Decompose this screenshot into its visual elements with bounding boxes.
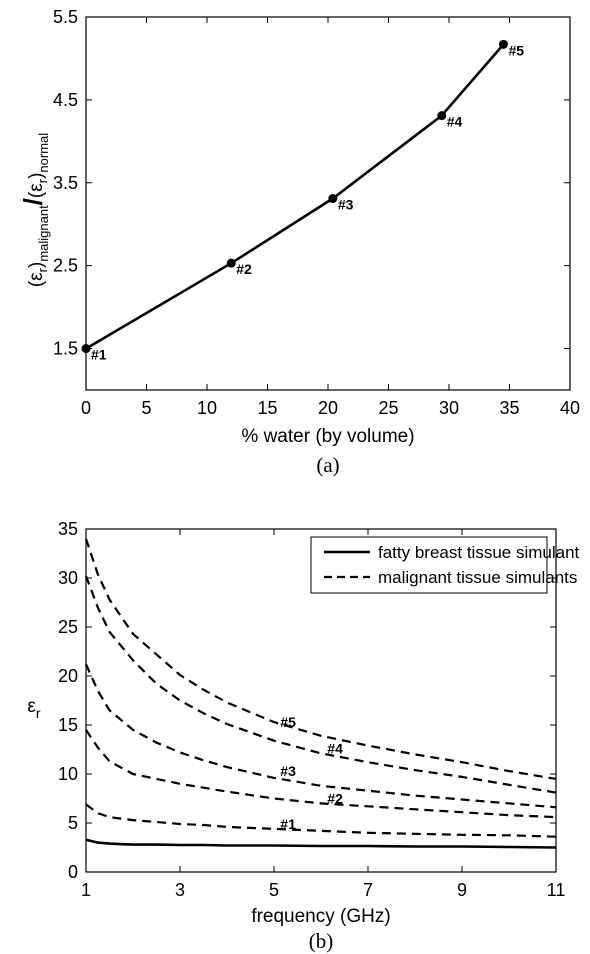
ylabel-fraction-slash: / [18,198,48,205]
x-y-ticks-a: 0 5 10 15 20 25 30 35 40 1.5 2.5 3.5 4.5 5.5 [53,7,580,418]
data-point-a [328,194,338,204]
legend-label-solid: fatty breast tissue simulant [378,543,580,562]
x-tick-label-b: 9 [457,880,467,900]
x-axis-label-b: frequency (GHz) [251,906,390,927]
curve-label-b: #3 [280,763,296,779]
x-axis-label-a: % water (by volume) [241,426,414,447]
y-tick-label-a: 2.5 [53,256,78,276]
data-line-a: #1 #2 #3 #4 #5 [81,39,524,363]
data-point-a [226,258,236,268]
y-tick-label-b: 25 [58,617,78,637]
y-tick-label-a: 1.5 [53,339,78,359]
series-line-b [85,729,557,819]
series-line-b [84,538,557,780]
x-tick-label-a: 20 [318,398,338,418]
series-line-b [85,838,557,849]
point-label-a: #3 [338,197,354,213]
curve-label-b: #4 [327,740,343,756]
x-tick-label-a: 40 [560,398,580,418]
point-label-a: #1 [91,347,107,363]
series-line-b [84,575,557,794]
x-tick-label-a: 25 [378,398,398,418]
series-line-a [85,43,505,350]
x-tick-label-b: 1 [81,880,91,900]
y-tick-label-a: 5.5 [53,7,78,27]
ylabel-num-paren: ) [26,262,47,268]
x-tick-label-a: 10 [197,398,217,418]
legend-label-dashed: malignant tissue simulants [378,568,577,587]
ylabel-num-subscript: malignant [36,205,51,262]
legend: fatty breast tissue simulant malignant t… [310,536,580,594]
data-lines-b: #1 #2 #3 #4 #5 [84,538,557,849]
point-label-a: #4 [447,114,463,130]
chart-a: 0 5 10 15 20 25 30 35 40 1.5 2.5 3.5 4.5 5.5 #1 #2 #3 #4… [18,7,580,477]
ylabel-den-sub: r [35,178,50,183]
series-line-b [85,803,557,838]
curve-label-b: #1 [280,816,296,832]
ylabel-b-symbol: ε [27,696,36,717]
x-tick-label-b: 5 [269,880,279,900]
x-tick-label-b: 7 [363,880,373,900]
y-tick-label-a: 4.5 [53,90,78,110]
y-tick-label-b: 10 [58,764,78,784]
ylabel-den-subscript: normal [36,133,51,173]
panel-label-a: (a) [316,453,339,477]
curve-label-b: #5 [280,714,296,730]
plot-frame-b [85,528,557,873]
x-tick-label-a: 0 [81,398,91,418]
y-tick-label-b: 5 [68,813,78,833]
y-tick-label-a: 3.5 [53,173,78,193]
y-tick-label-b: 35 [58,519,78,539]
point-label-a: #5 [508,42,524,58]
curve-label-b: #2 [327,790,343,806]
x-tick-label-b: 11 [547,880,566,900]
ylabel-b-sub: r [36,705,41,721]
ylabel-num-symbol: (ε [26,272,47,287]
data-point-a [81,344,91,354]
x-tick-label-a: 30 [439,398,459,418]
ylabel-den-paren: ) [26,173,47,179]
y-axis-label-a: (εr)malignant/(εr)normal [18,133,51,287]
x-tick-label-a: 15 [257,398,277,418]
plot-frame-a [85,16,571,391]
x-tick-label-a: 5 [141,398,151,418]
ylabel-num-sub: r [35,267,50,272]
x-tick-label-b: 3 [175,880,185,900]
panel-label-b: (b) [309,929,334,953]
legend-box [310,536,548,594]
svg-text:(εr)malignant/(εr)normal: (εr)malignant/(εr)normal [18,133,51,287]
y-tick-label-b: 20 [58,666,78,686]
data-point-a [498,39,508,49]
ylabel-den-symbol: (ε [26,183,47,198]
series-line-b [84,663,557,809]
y-axis-label-b: εr [27,696,40,721]
y-tick-label-b: 30 [58,568,78,588]
point-label-a: #2 [236,261,252,277]
x-tick-label-a: 35 [499,398,519,418]
y-tick-label-b: 15 [58,715,78,735]
data-point-a [437,111,447,121]
y-tick-label-b: 0 [68,862,78,882]
